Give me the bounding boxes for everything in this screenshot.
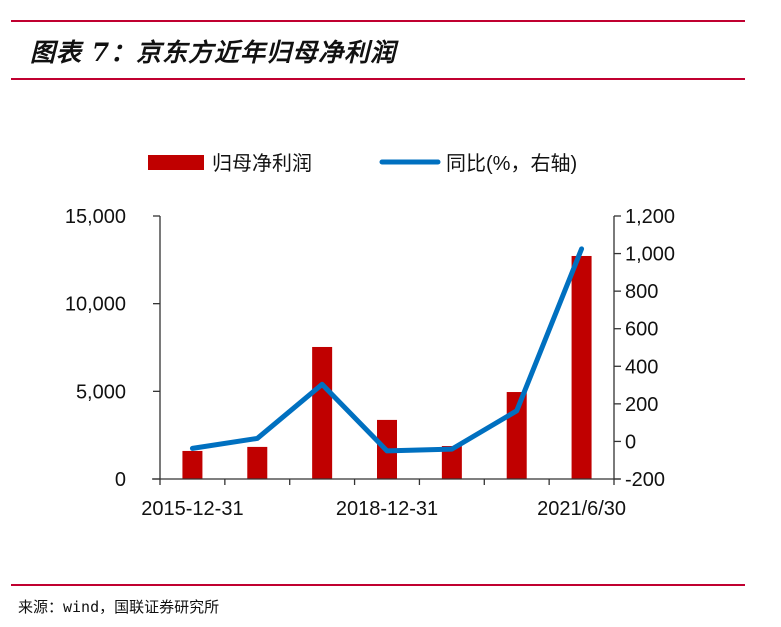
right-tick-label: 1,000 <box>625 244 675 266</box>
right-tick-label: 400 <box>625 356 658 378</box>
left-tick-label: 15,000 <box>65 206 126 228</box>
bar-2016-12-31 <box>247 446 268 479</box>
source-note: 来源：wind，国联证券研究所 <box>18 598 220 616</box>
bar-2017-12-31 <box>312 346 333 479</box>
legend-line-label: 同比(%，右轴) <box>446 152 577 175</box>
top-rule <box>11 20 745 22</box>
right-tick-label: 1,200 <box>625 206 675 228</box>
x-tick-label: 2018-12-31 <box>336 498 438 520</box>
right-tick-label: 600 <box>625 319 658 341</box>
chart-title: 图表 7：京东方近年归母净利润 <box>30 38 397 67</box>
x-tick-label: 2021/6/30 <box>537 498 626 520</box>
right-tick-label: 0 <box>625 431 636 453</box>
bar-2019-12-31 <box>441 446 462 479</box>
right-tick-label: 800 <box>625 281 658 303</box>
footer-rule <box>11 584 745 586</box>
legend-bar-swatch <box>148 155 204 170</box>
bar-2015-12-31 <box>182 450 203 479</box>
title-rule <box>11 78 745 80</box>
left-tick-label: 5,000 <box>76 381 126 403</box>
legend-bar-label: 归母净利润 <box>212 152 312 175</box>
chart: 0 5,000 10,000 15,000 -200 0 200 400 600 800 1,000… <box>65 152 675 520</box>
right-tick-label: -200 <box>625 469 665 491</box>
right-tick-label: 200 <box>625 394 658 416</box>
bar-2021/6/30 <box>571 255 592 479</box>
left-tick-label: 10,000 <box>65 294 126 316</box>
x-tick-label: 2015-12-31 <box>141 498 243 520</box>
left-tick-label: 0 <box>115 469 126 491</box>
